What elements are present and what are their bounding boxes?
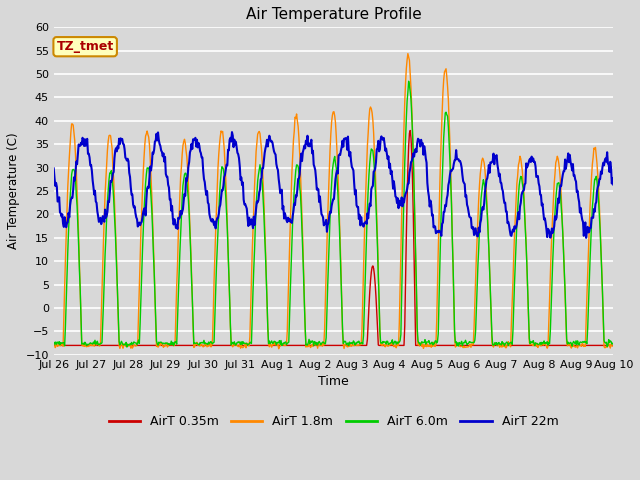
Title: Air Temperature Profile: Air Temperature Profile [246,7,421,22]
Legend: AirT 0.35m, AirT 1.8m, AirT 6.0m, AirT 22m: AirT 0.35m, AirT 1.8m, AirT 6.0m, AirT 2… [104,410,563,433]
Y-axis label: Air Temperature (C): Air Temperature (C) [7,132,20,249]
Text: TZ_tmet: TZ_tmet [56,40,114,53]
X-axis label: Time: Time [318,375,349,388]
